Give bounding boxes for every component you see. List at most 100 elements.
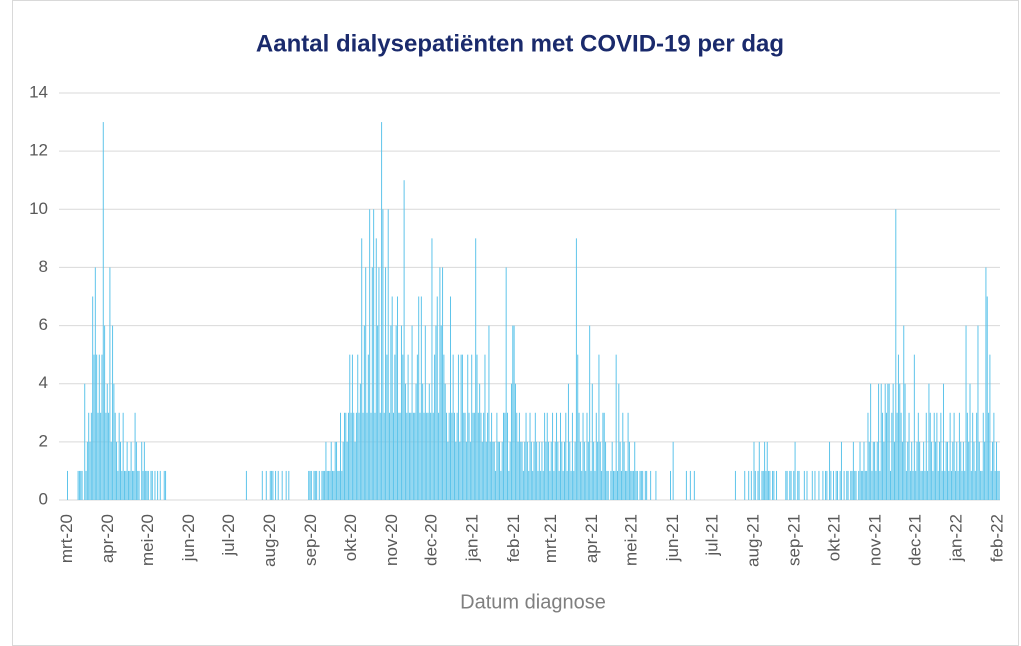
bar [467, 354, 469, 500]
bar [566, 470, 568, 500]
bar [314, 470, 316, 500]
bar [415, 383, 417, 500]
bar [870, 383, 872, 500]
bar [888, 383, 890, 500]
bar [826, 470, 828, 500]
bar [734, 470, 736, 500]
bar [245, 470, 247, 500]
bar [328, 470, 330, 500]
y-tick-label: 8 [39, 257, 48, 276]
bar [98, 354, 100, 500]
bar [920, 470, 922, 500]
bar [907, 441, 909, 500]
bar [400, 325, 402, 500]
bar [605, 441, 607, 500]
bar [891, 412, 893, 500]
bar [487, 412, 489, 500]
bar [945, 441, 947, 500]
bar [536, 441, 538, 500]
bar [80, 470, 82, 500]
bar [766, 441, 768, 500]
bar [475, 238, 477, 500]
bar [151, 470, 153, 500]
bar [377, 325, 379, 500]
bar [597, 441, 599, 500]
bar [650, 470, 652, 500]
bar [456, 412, 458, 500]
bar [911, 441, 913, 500]
bar [758, 441, 760, 500]
bar [859, 441, 861, 500]
bar [503, 412, 505, 500]
bar [924, 470, 926, 500]
bar [950, 470, 952, 500]
bar [814, 470, 816, 500]
bar [956, 441, 958, 500]
bar [97, 412, 99, 500]
bar [634, 441, 636, 500]
bar [818, 470, 820, 500]
bar [359, 383, 361, 500]
bar [581, 470, 583, 500]
bar [522, 470, 524, 500]
bar [472, 412, 474, 500]
bar [309, 470, 311, 500]
bar [613, 470, 615, 500]
bar [521, 441, 523, 500]
bar [948, 470, 950, 500]
bar [984, 441, 986, 500]
bar [350, 412, 352, 500]
bar [499, 441, 501, 500]
bar [863, 441, 865, 500]
bar [534, 412, 536, 500]
bar [272, 470, 274, 500]
bar [460, 354, 462, 500]
bar [794, 441, 796, 500]
bar [839, 470, 841, 500]
bar [685, 470, 687, 500]
bar [992, 441, 994, 500]
bar [577, 354, 579, 500]
bar [353, 412, 355, 500]
bar [549, 470, 551, 500]
bar [693, 470, 695, 500]
bar [528, 470, 530, 500]
bar [104, 325, 106, 500]
bar [347, 412, 349, 500]
bar [443, 354, 445, 500]
bar [133, 470, 135, 500]
bar [843, 470, 845, 500]
bar [776, 470, 778, 500]
bar [590, 470, 592, 500]
bar [379, 412, 381, 500]
bar [940, 412, 942, 500]
bar [332, 470, 334, 500]
bar [630, 470, 632, 500]
bar [579, 441, 581, 500]
bar [510, 383, 512, 500]
bar [931, 441, 933, 500]
bar [313, 470, 315, 500]
bar [996, 441, 998, 500]
bar [142, 470, 144, 500]
bar [135, 441, 137, 500]
bar [277, 470, 279, 500]
bar [561, 441, 563, 500]
bar [875, 470, 877, 500]
bar [461, 354, 463, 500]
bar [508, 470, 510, 500]
bar [639, 470, 641, 500]
bar [882, 412, 884, 500]
bar [408, 412, 410, 500]
bar [765, 470, 767, 500]
bar [428, 383, 430, 500]
bar [67, 470, 68, 500]
bar [994, 470, 996, 500]
bar [552, 412, 554, 500]
bar [288, 470, 290, 500]
bar [436, 296, 438, 500]
bar [952, 441, 954, 500]
bar [966, 412, 968, 500]
bar [610, 470, 612, 500]
